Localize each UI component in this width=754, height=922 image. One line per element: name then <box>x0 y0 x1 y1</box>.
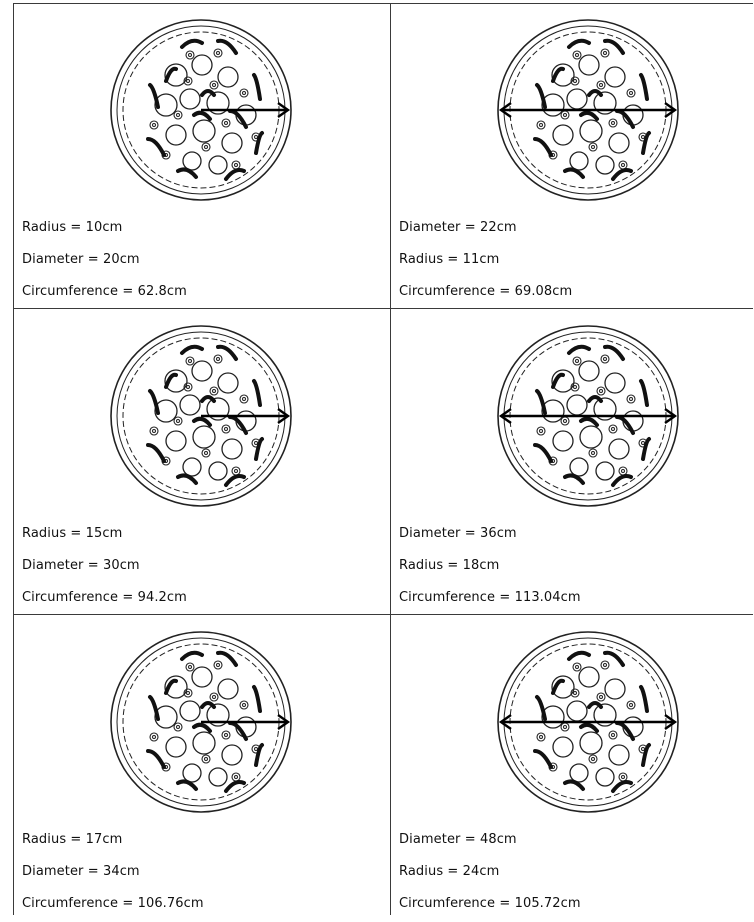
pizza-icon <box>106 627 296 817</box>
measure-line-2: Diameter = 30cm <box>22 558 140 573</box>
pizza-drawing <box>106 627 296 817</box>
measure-line-1: Diameter = 48cm <box>399 832 517 847</box>
pizza-icon <box>106 15 296 205</box>
measure-line-3: Circumference = 105.72cm <box>399 896 581 911</box>
pizza-drawing <box>493 321 683 511</box>
measure-line-1: Diameter = 36cm <box>399 526 517 541</box>
measure-line-2: Radius = 24cm <box>399 864 499 879</box>
measure-line-3: Circumference = 113.04cm <box>399 590 581 605</box>
pizza-card-3: Radius = 15cm Diameter = 30cm Circumfere… <box>13 309 390 616</box>
measure-line-1: Radius = 10cm <box>22 220 122 235</box>
measure-line-1: Radius = 17cm <box>22 832 122 847</box>
pizza-card-6: Diameter = 48cm Radius = 24cm Circumfere… <box>390 615 754 922</box>
measure-line-3: Circumference = 94.2cm <box>22 590 187 605</box>
measure-line-2: Radius = 18cm <box>399 558 499 573</box>
pizza-icon <box>493 321 683 511</box>
pizza-icon <box>106 321 296 511</box>
measure-line-1: Radius = 15cm <box>22 526 122 541</box>
measure-line-3: Circumference = 106.76cm <box>22 896 204 911</box>
measure-line-3: Circumference = 62.8cm <box>22 284 187 299</box>
pizza-card-1: Radius = 10cm Diameter = 20cm Circumfere… <box>13 3 390 310</box>
pizza-drawing <box>106 321 296 511</box>
pizza-card-5: Radius = 17cm Diameter = 34cm Circumfere… <box>13 615 390 922</box>
pizza-drawing <box>493 627 683 817</box>
pizza-drawing <box>106 15 296 205</box>
pizza-card-4: Diameter = 36cm Radius = 18cm Circumfere… <box>390 309 754 616</box>
measure-line-2: Radius = 11cm <box>399 252 499 267</box>
measure-line-1: Diameter = 22cm <box>399 220 517 235</box>
measure-line-3: Circumference = 69.08cm <box>399 284 572 299</box>
pizza-drawing <box>493 15 683 205</box>
pizza-card-2: Diameter = 22cm Radius = 11cm Circumfere… <box>390 3 754 310</box>
pizza-icon <box>493 15 683 205</box>
measure-line-2: Diameter = 20cm <box>22 252 140 267</box>
worksheet-grid: Radius = 10cm Diameter = 20cm Circumfere… <box>13 3 753 915</box>
pizza-icon <box>493 627 683 817</box>
measure-line-2: Diameter = 34cm <box>22 864 140 879</box>
